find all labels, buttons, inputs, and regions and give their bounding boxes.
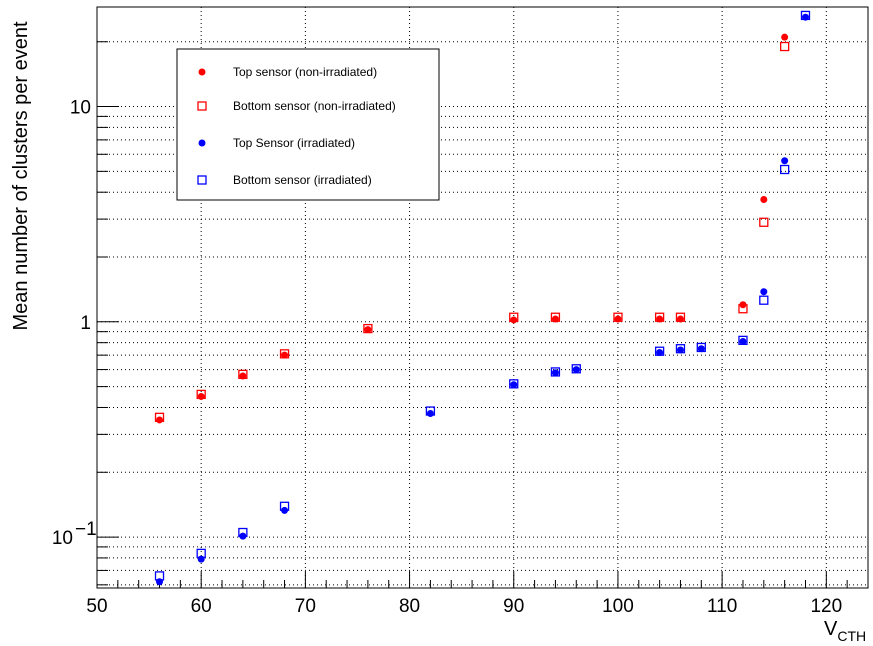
data-point xyxy=(550,367,561,377)
legend-marker xyxy=(198,139,206,147)
data-layer xyxy=(154,10,811,586)
legend-marker xyxy=(198,68,206,76)
data-point xyxy=(738,335,748,346)
data-point xyxy=(510,381,518,389)
legend-label: Top sensor (non-irradiated) xyxy=(233,65,377,79)
y-axis-title: Mean number of clusters per event xyxy=(10,21,32,330)
data-point xyxy=(509,312,519,322)
data-point xyxy=(800,10,811,21)
legend-label: Bottom sensor (irradiated) xyxy=(233,173,372,187)
data-point xyxy=(739,338,747,346)
data-point xyxy=(613,312,623,322)
data-point xyxy=(425,406,436,416)
data-point xyxy=(675,312,686,322)
data-point xyxy=(364,326,372,334)
data-point xyxy=(759,295,769,305)
data-point xyxy=(779,164,790,175)
legend-label: Bottom sensor (non-irradiated) xyxy=(233,99,396,113)
data-point xyxy=(759,217,769,227)
data-point xyxy=(654,312,665,322)
data-point xyxy=(509,379,519,389)
data-point xyxy=(197,555,205,563)
data-point xyxy=(697,345,705,353)
x-tick-label: 80 xyxy=(399,596,420,617)
data-point xyxy=(279,501,290,511)
data-point xyxy=(760,288,768,296)
x-tick-label: 110 xyxy=(707,596,737,617)
data-point xyxy=(779,41,790,52)
x-axis-title: VCTH xyxy=(824,618,866,644)
data-point xyxy=(675,344,686,354)
y-tick-label: 10 xyxy=(52,528,73,549)
data-point xyxy=(154,412,165,422)
x-tick-label: 90 xyxy=(503,596,524,617)
data-point xyxy=(654,346,665,356)
data-point xyxy=(550,312,561,322)
data-point xyxy=(656,349,664,357)
data-point xyxy=(156,416,164,424)
data-point xyxy=(572,366,580,374)
data-point xyxy=(696,342,706,353)
data-point xyxy=(196,389,206,400)
series-1 xyxy=(154,41,790,422)
data-point xyxy=(781,157,789,165)
data-point xyxy=(196,548,206,559)
data-point xyxy=(676,346,684,354)
data-point xyxy=(738,304,748,314)
x-axis-title-subscript: CTH xyxy=(837,628,866,644)
data-point xyxy=(510,316,518,324)
x-tick-label: 120 xyxy=(810,596,842,617)
data-point xyxy=(363,323,373,334)
x-axis-title-main: V xyxy=(824,618,838,640)
legend: Top sensor (non-irradiated) Bottom sensor… xyxy=(176,48,440,201)
legend-label: Top Sensor (irradiated) xyxy=(233,136,355,150)
legend-marker xyxy=(197,175,207,185)
series-3 xyxy=(154,10,811,581)
data-point xyxy=(154,571,165,581)
data-point xyxy=(238,369,248,380)
y-tick-exponent: −1 xyxy=(75,519,97,540)
data-point xyxy=(760,195,768,203)
x-tick-label: 70 xyxy=(295,596,316,617)
legend-box xyxy=(176,48,440,201)
data-point xyxy=(551,369,559,377)
x-tick-label: 50 xyxy=(86,596,107,617)
y-tick-label: 1 xyxy=(80,313,91,334)
data-point xyxy=(781,33,789,41)
x-tick-label: 100 xyxy=(602,596,634,617)
data-point xyxy=(279,349,290,359)
x-tick-label: 60 xyxy=(191,596,212,617)
data-point xyxy=(571,364,581,374)
data-point xyxy=(238,527,248,538)
legend-marker xyxy=(197,101,207,111)
data-point xyxy=(281,351,289,359)
plot-frame xyxy=(96,6,869,589)
data-point xyxy=(426,410,434,418)
y-tick-label: 10 xyxy=(70,98,91,119)
